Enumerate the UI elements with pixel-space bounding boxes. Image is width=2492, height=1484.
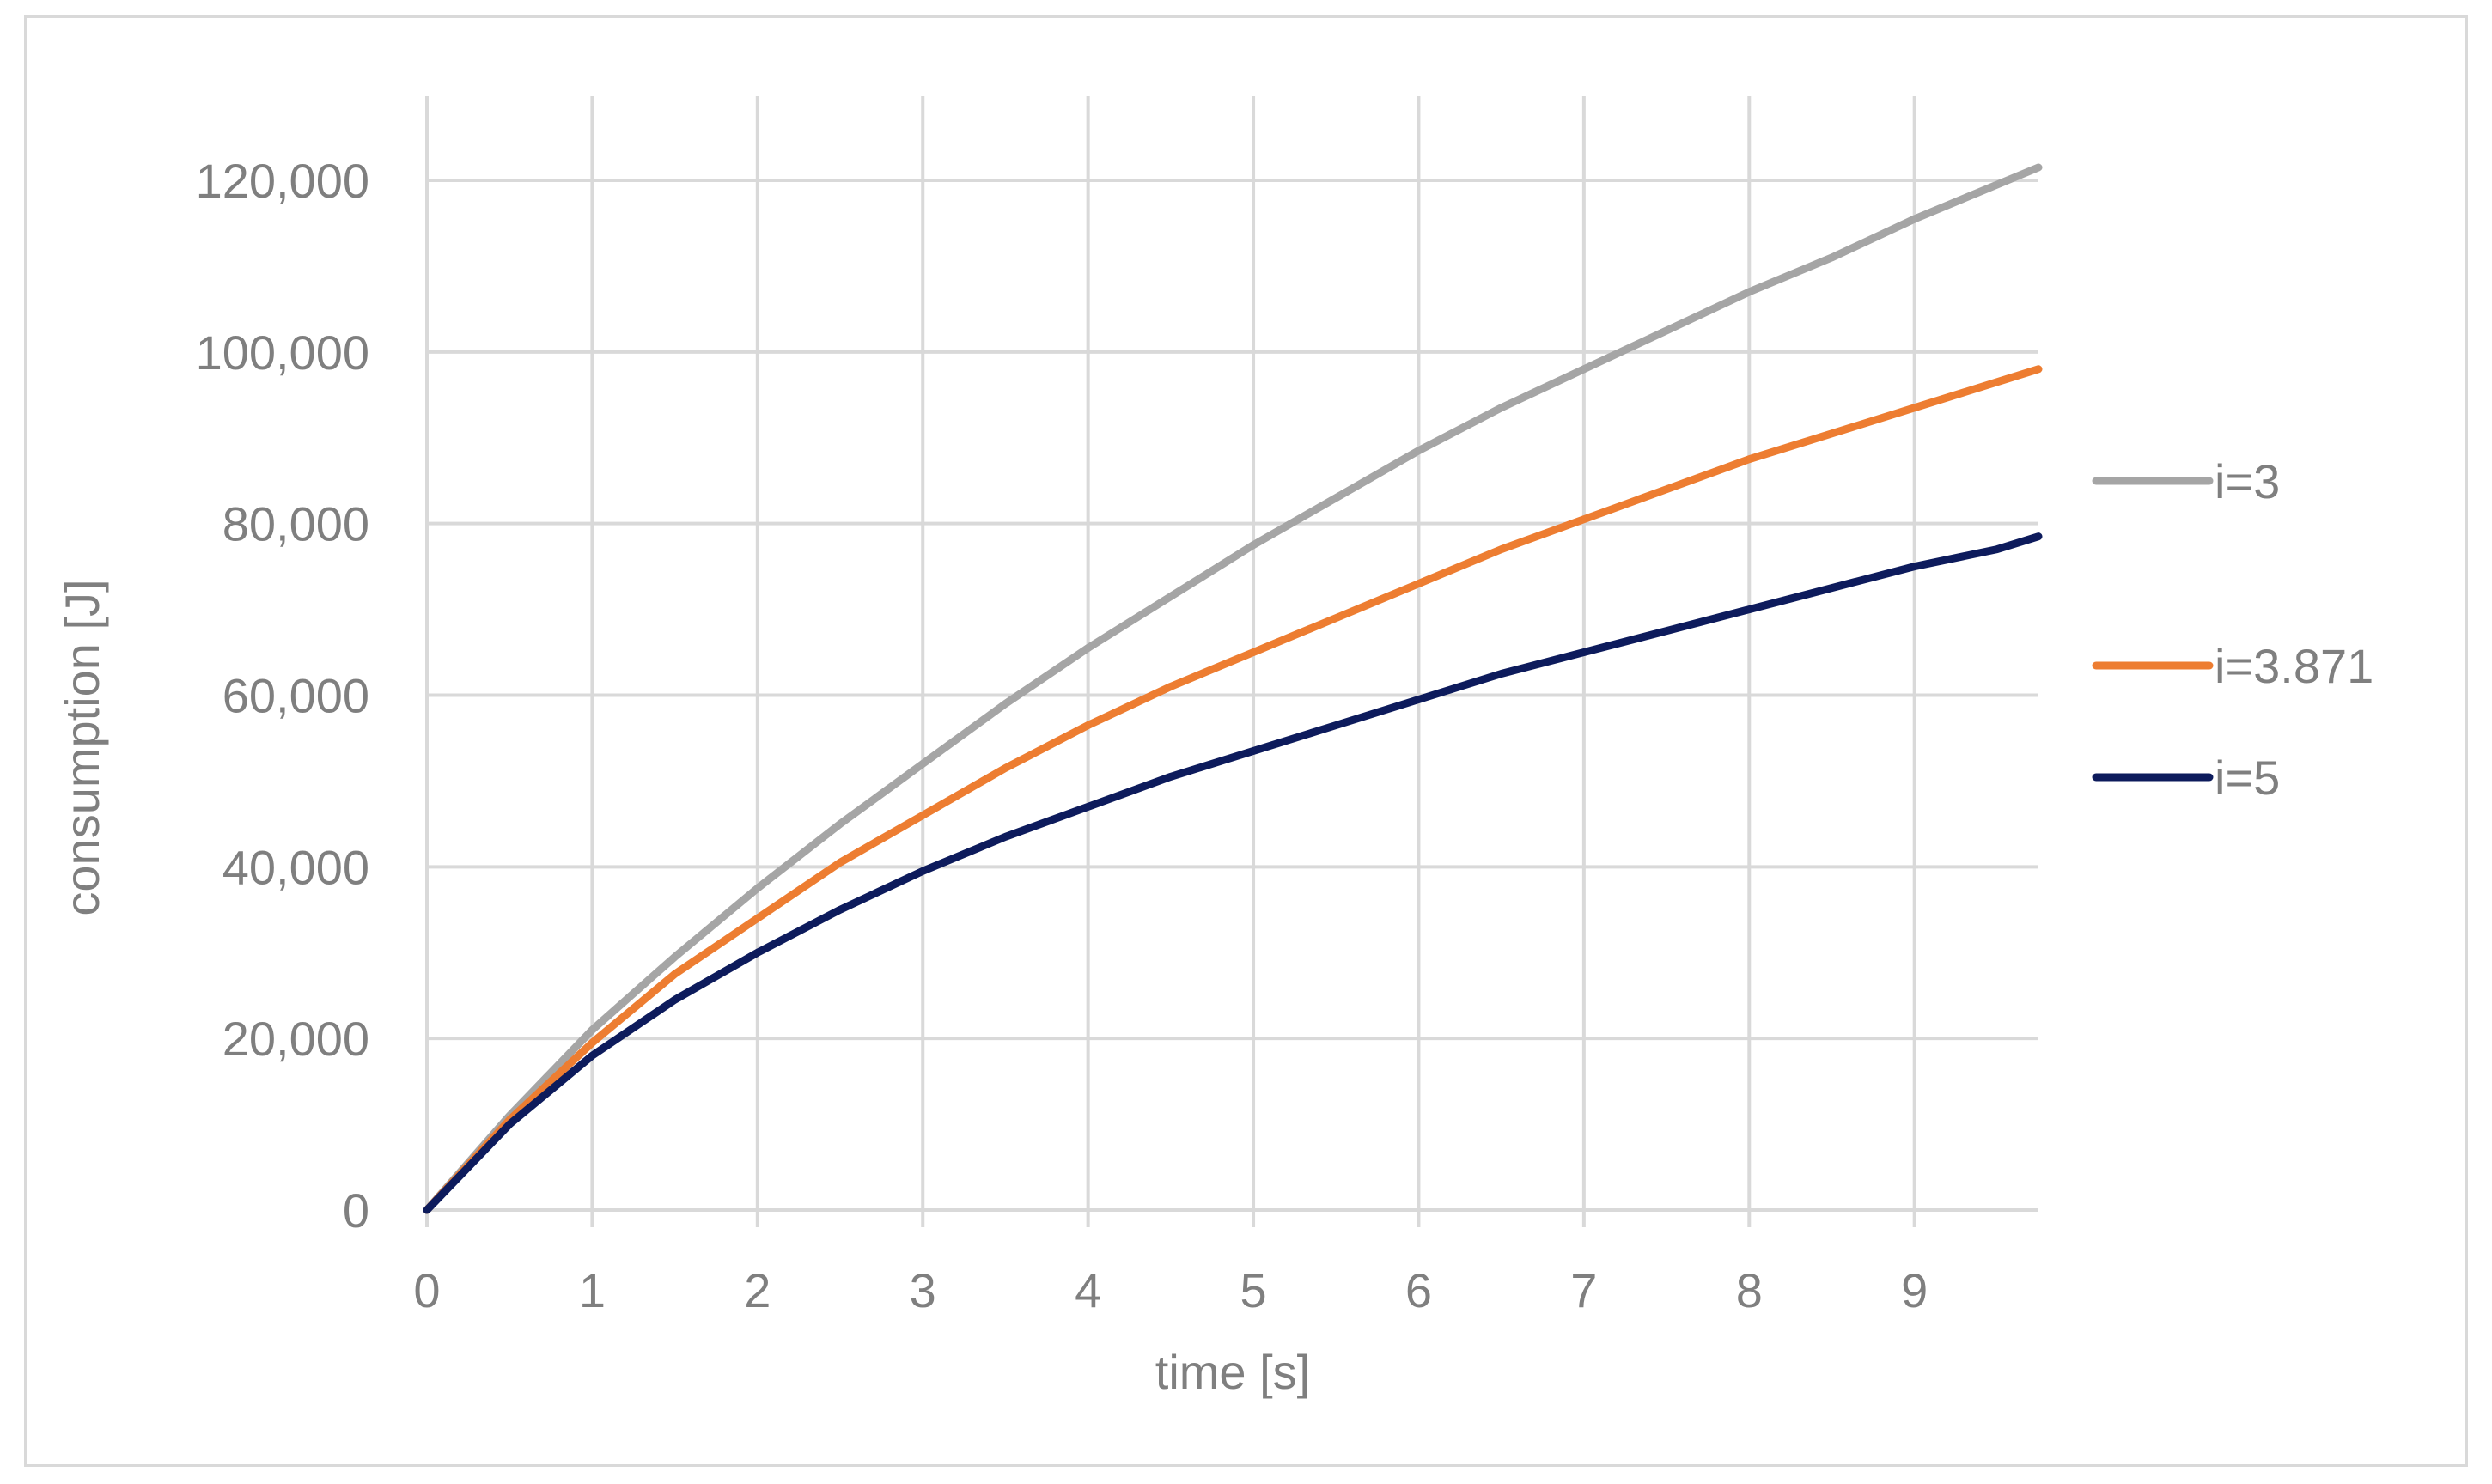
legend-label-1: i=3 bbox=[2215, 454, 2280, 508]
x-tick-label: 4 bbox=[1075, 1263, 1101, 1317]
legend: i=3 i=3.871 i=5 bbox=[2092, 454, 2373, 805]
legend-label-2: i=3.871 bbox=[2215, 639, 2373, 693]
series-lines bbox=[423, 163, 2043, 1214]
x-tick-label: 2 bbox=[744, 1263, 771, 1317]
y-tick-label: 80,000 bbox=[222, 497, 369, 551]
x-tick-label: 0 bbox=[413, 1263, 440, 1317]
x-tick-label: 5 bbox=[1240, 1263, 1266, 1317]
y-tick-label: 100,000 bbox=[196, 325, 369, 380]
legend-label-3: i=5 bbox=[2215, 751, 2280, 805]
x-tick-label: 1 bbox=[579, 1263, 606, 1317]
x-axis-title: time [s] bbox=[1155, 1345, 1310, 1399]
x-tick-label: 9 bbox=[1901, 1263, 1928, 1317]
y-axis-title: consumption [J] bbox=[55, 579, 109, 915]
y-tick-label: 0 bbox=[343, 1183, 369, 1238]
y-tick-label: 40,000 bbox=[222, 840, 369, 894]
y-tick-label: 20,000 bbox=[222, 1012, 369, 1066]
tick-labels: 0 20,000 40,000 60,000 80,000 100,000 120,000 0… bbox=[196, 154, 1928, 1317]
x-tick-label: 8 bbox=[1736, 1263, 1763, 1317]
y-tick-label: 120,000 bbox=[196, 154, 369, 208]
x-tick-label: 7 bbox=[1570, 1263, 1597, 1317]
series-line-3 bbox=[423, 532, 2043, 1214]
x-tick-label: 6 bbox=[1405, 1263, 1432, 1317]
series-line-2 bbox=[423, 365, 2043, 1214]
x-tick-label: 3 bbox=[910, 1263, 936, 1317]
series-line-1 bbox=[423, 163, 2043, 1214]
y-tick-label: 60,000 bbox=[222, 669, 369, 723]
grid bbox=[425, 96, 2038, 1227]
chart-frame bbox=[24, 15, 2468, 1467]
